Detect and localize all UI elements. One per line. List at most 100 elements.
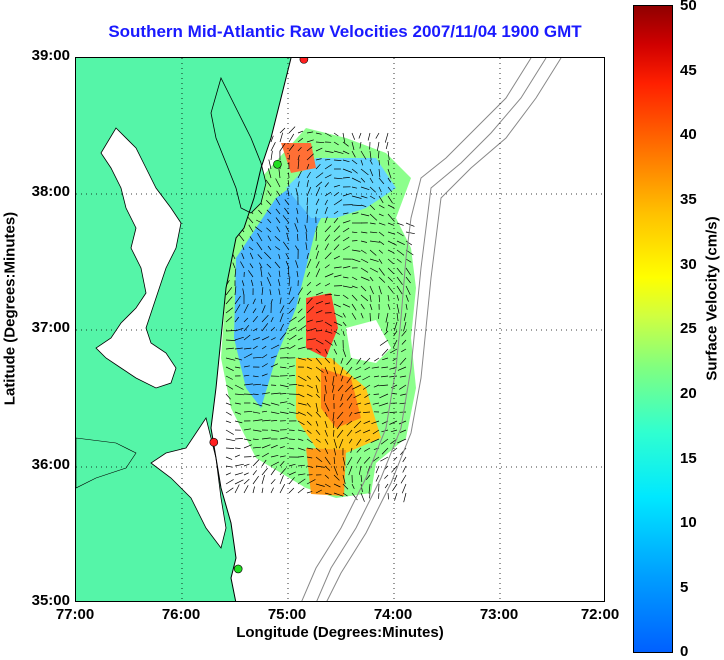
velocity-arrow	[271, 142, 275, 151]
velocity-arrow	[385, 484, 388, 488]
velocity-arrow	[244, 464, 249, 466]
velocity-arrow	[271, 469, 276, 476]
velocity-arrow	[379, 313, 380, 319]
colorbar-label: Surface Velocity (cm/s)	[704, 139, 721, 459]
velocity-arrow	[379, 484, 380, 492]
velocity-arrow	[226, 430, 234, 435]
velocity-arrow	[392, 484, 397, 491]
velocity-arrow	[384, 475, 388, 479]
map-plot-area	[75, 57, 605, 602]
velocity-arrow	[235, 473, 243, 475]
velocity-arrow	[403, 457, 406, 462]
velocity-arrow	[244, 479, 249, 484]
velocity-arrow	[379, 160, 380, 165]
colorbar-tick: 40	[680, 126, 697, 143]
colorbar-tick: 10	[680, 514, 697, 531]
velocity-arrow	[235, 448, 241, 449]
velocity-arrow	[226, 331, 235, 332]
station-marker	[234, 565, 242, 573]
velocity-arrow	[244, 473, 249, 475]
velocity-arrow	[334, 394, 335, 400]
velocity-arrow	[404, 493, 406, 502]
velocity-arrow	[253, 487, 255, 494]
velocity-arrow	[402, 484, 406, 493]
velocity-arrow	[377, 142, 379, 151]
velocity-arrow	[244, 394, 253, 395]
velocity-arrow	[226, 473, 231, 475]
station-marker	[300, 58, 308, 63]
x-axis-label: Longitude (Degrees:Minutes)	[75, 624, 605, 641]
velocity-arrow	[262, 475, 265, 484]
velocity-arrow	[298, 488, 304, 493]
velocity-arrow	[289, 488, 294, 493]
velocity-arrow	[386, 142, 388, 149]
colorbar	[633, 5, 673, 653]
velocity-arrow	[376, 475, 379, 482]
velocity-arrow	[368, 133, 370, 141]
velocity-arrow	[352, 133, 355, 140]
velocity-arrow	[235, 464, 244, 466]
velocity-arrow	[226, 448, 234, 449]
velocity-arrow	[379, 493, 380, 499]
station-marker	[210, 438, 218, 446]
velocity-arrow	[394, 475, 397, 482]
velocity-arrow	[401, 475, 406, 483]
velocity-arrow	[235, 480, 243, 484]
velocity-arrow	[376, 133, 379, 139]
velocity-arrow	[388, 493, 389, 499]
velocity-arrow	[226, 412, 232, 415]
x-tick: 75:00	[252, 606, 322, 623]
colorbar-tick: 5	[680, 579, 688, 596]
colorbar-tick: 35	[680, 191, 697, 208]
velocity-arrow	[226, 421, 231, 423]
velocity-arrow	[235, 438, 243, 439]
velocity-arrow	[385, 133, 388, 143]
velocity-arrow	[289, 430, 295, 431]
y-tick: 39:00	[4, 47, 70, 64]
x-tick: 74:00	[358, 606, 428, 623]
colorbar-tick: 50	[680, 0, 697, 14]
velocity-arrow	[226, 457, 232, 460]
velocity-arrow	[280, 133, 283, 142]
velocity-arrow	[253, 476, 259, 484]
velocity-arrow	[316, 331, 322, 332]
x-tick: 73:00	[464, 606, 534, 623]
velocity-arrow	[289, 439, 295, 440]
velocity-arrow	[280, 128, 285, 133]
velocity-arrow	[271, 479, 275, 484]
velocity-arrow	[352, 241, 357, 242]
colorbar-tick: 25	[680, 320, 697, 337]
colorbar-tick: 45	[680, 62, 697, 79]
velocity-arrow	[253, 460, 259, 467]
x-tick: 72:00	[565, 606, 635, 623]
velocity-arrow	[271, 488, 274, 493]
velocity-arrow	[262, 488, 263, 493]
velocity-arrow	[406, 232, 415, 234]
velocity-arrow	[262, 385, 268, 386]
velocity-arrow	[269, 160, 271, 169]
velocity-arrow	[226, 479, 234, 484]
velocity-arrow	[226, 439, 235, 441]
velocity-arrow	[307, 215, 308, 224]
velocity-arrow	[289, 134, 294, 142]
x-tick: 77:00	[40, 606, 110, 623]
velocity-arrow	[235, 485, 239, 494]
velocity-arrow	[403, 466, 406, 473]
velocity-arrow	[226, 488, 233, 493]
velocity-arrow	[370, 313, 371, 321]
velocity-arrow	[289, 127, 295, 133]
velocity-arrow	[359, 133, 361, 139]
velocity-arrow	[271, 151, 272, 160]
y-axis-label: Latitude (Degrees:Minutes)	[2, 149, 19, 469]
velocity-arrow	[244, 485, 248, 493]
velocity-arrow	[361, 493, 365, 502]
station-marker	[273, 160, 281, 168]
velocity-arrow	[298, 457, 304, 458]
velocity-arrow	[253, 470, 257, 475]
velocity-arrow	[374, 394, 379, 395]
colorbar-tick: 15	[680, 450, 697, 467]
velocity-arrow	[280, 484, 285, 493]
velocity-arrow	[280, 475, 284, 484]
velocity-arrow	[262, 468, 268, 475]
map-title: Southern Mid-Atlantic Raw Velocities 200…	[60, 22, 630, 42]
